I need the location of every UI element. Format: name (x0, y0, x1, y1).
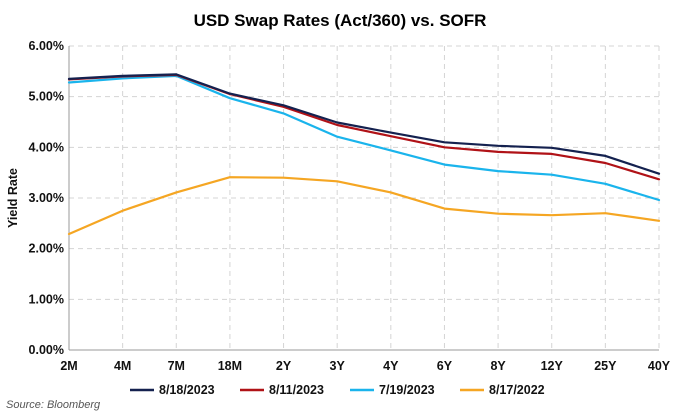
x-tick-label: 25Y (594, 359, 617, 373)
x-tick-label: 18M (218, 359, 242, 373)
y-tick-label: 5.00% (29, 90, 64, 104)
x-tick-label: 3Y (330, 359, 346, 373)
x-tick-label: 2M (60, 359, 77, 373)
x-tick-label: 12Y (541, 359, 564, 373)
series-line (67, 73, 661, 175)
y-tick-label: 2.00% (29, 242, 64, 256)
legend: 8/18/2023 8/11/2023 7/19/2023 8/17/2022 (130, 383, 545, 397)
legend-label: 8/11/2023 (269, 383, 324, 397)
x-tick-label: 6Y (437, 359, 453, 373)
series-line (67, 74, 661, 202)
x-tick-label: 40Y (648, 359, 671, 373)
y-tick-label: 3.00% (29, 191, 64, 205)
x-tick-label: 2Y (276, 359, 292, 373)
x-tick-label: 4Y (383, 359, 399, 373)
chart-title: USD Swap Rates (Act/360) vs. SOFR (194, 11, 487, 30)
legend-label: 8/18/2023 (159, 383, 215, 397)
y-tick-label: 0.00% (29, 343, 64, 357)
source-note: Source: Bloomberg (6, 399, 101, 411)
x-tick-label: 7M (168, 359, 185, 373)
plot-area: 0.00% 1.00% 2.00% 3.00% 4.00% 5.00% 6.00% 2M 4M 7… (29, 39, 671, 373)
x-tick-label: 4M (114, 359, 131, 373)
legend-label: 7/19/2023 (379, 383, 435, 397)
y-tick-label: 6.00% (29, 39, 64, 53)
series-line (67, 176, 661, 236)
y-tick-label: 1.00% (29, 292, 64, 306)
x-tick-label: 8Y (490, 359, 506, 373)
legend-label: 8/17/2022 (489, 383, 545, 397)
y-tick-label: 4.00% (29, 140, 64, 154)
y-axis-label: Yield Rate (6, 168, 20, 228)
